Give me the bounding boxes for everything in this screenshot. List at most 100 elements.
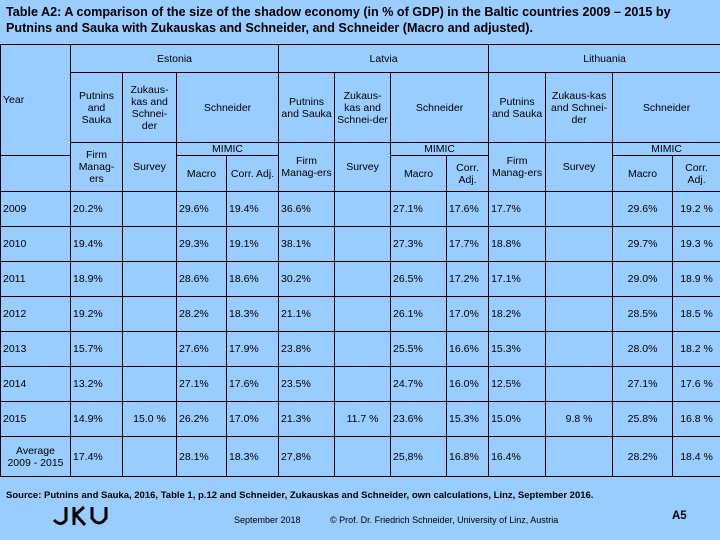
value-cell [334, 191, 392, 227]
value-cell: 26.5% [390, 261, 448, 297]
value-cell: 18.9 % [672, 261, 720, 297]
value-cell [334, 226, 392, 262]
value-cell: 15.3% [488, 331, 547, 367]
country-header-lithuania: Lithuania [488, 44, 720, 73]
latvia-zukauskas-header: Zukaus-kas and Schnei-der [334, 72, 392, 143]
value-cell: 17.7% [446, 226, 490, 262]
value-cell: 15.0 % [122, 401, 177, 437]
value-cell: 18.9% [70, 261, 123, 297]
estonia-corr-adj-header: Corr. Adj. [225, 155, 280, 192]
value-cell [545, 331, 614, 367]
value-cell: 17.4% [70, 436, 123, 477]
value-cell: 26.1% [390, 296, 448, 332]
value-cell [545, 296, 614, 332]
value-cell: 23.6% [390, 401, 448, 437]
estonia-survey-header: Survey [122, 142, 177, 192]
value-cell: 19.2 % [672, 191, 720, 227]
lithuania-macro-header: Macro [612, 155, 674, 192]
value-cell: 21.1% [278, 296, 336, 332]
value-cell: 29.6% [176, 191, 227, 227]
value-cell [545, 191, 614, 227]
value-cell: 17.6 % [672, 366, 720, 402]
value-cell: 23.5% [278, 366, 336, 402]
table-title: Table A2: A comparison of the size of th… [6, 5, 671, 35]
value-cell: 11.7 % [334, 401, 392, 437]
value-cell: 13.2% [70, 366, 123, 402]
footer-date: September 2018 [234, 515, 301, 525]
table-row: Average 2009 - 2015 17.4% 28.1% 18.3% 27,8% 2… [0, 436, 720, 477]
value-cell: 25,8% [390, 436, 448, 477]
method-header-row: Putnins and Sauka Zukaus-kas and Schnei-… [1, 72, 720, 143]
value-cell: 16.8% [446, 436, 490, 477]
value-cell: 28.6% [176, 261, 227, 297]
table-row: 2012 19.2% 28.2% 18.3% 21.1% 26.1% 17.0% 18.2% 2… [0, 296, 720, 332]
lithuania-mimic-header: MIMIC [612, 142, 720, 156]
value-cell [122, 436, 177, 477]
value-cell: 18.3% [225, 436, 280, 477]
value-cell: 16.4% [488, 436, 547, 477]
value-cell: 18.3% [225, 296, 280, 332]
value-cell [122, 296, 177, 332]
value-cell: 23.8% [278, 331, 336, 367]
estonia-macro-header: Macro [176, 155, 227, 192]
value-cell: 25.5% [390, 331, 448, 367]
value-cell: 17.6% [225, 366, 280, 402]
value-cell: 18.8% [488, 226, 547, 262]
lithuania-survey-header: Survey [545, 142, 614, 192]
year-cell: Average 2009 - 2015 [0, 436, 71, 477]
estonia-zukauskas-header: Zukaus-kas and Schnei-der [122, 72, 177, 143]
year-cell: 2011 [0, 261, 71, 297]
value-cell [334, 261, 392, 297]
value-cell [545, 366, 614, 402]
value-cell: 18.6% [225, 261, 280, 297]
country-header-estonia: Estonia [69, 44, 280, 73]
value-cell: 17.7% [488, 191, 547, 227]
lithuania-zukauskas-header: Zukaus-kas and Schnei-der [545, 72, 614, 143]
footer: September 2018 © Prof. Dr. Friedrich Sch… [0, 504, 720, 540]
value-cell: 25.8% [612, 401, 674, 437]
footer-author: © Prof. Dr. Friedrich Schneider, Univers… [330, 515, 559, 525]
estonia-putnins-header: Putnins and Sauka [70, 72, 123, 143]
value-cell: 29.0% [612, 261, 674, 297]
value-cell: 17.1% [488, 261, 547, 297]
value-cell: 19.4% [225, 191, 280, 227]
jku-logo-icon [52, 505, 108, 527]
value-cell: 19.1% [225, 226, 280, 262]
value-cell: 19.2% [70, 296, 123, 332]
year-cell: 2012 [0, 296, 71, 332]
estonia-mimic-header: MIMIC [175, 142, 280, 156]
lithuania-schneider-header: Schneider [612, 72, 720, 143]
value-cell: 27,8% [278, 436, 336, 477]
value-cell: 17.0% [446, 296, 490, 332]
value-cell [545, 261, 614, 297]
value-cell: 21.3% [278, 401, 336, 437]
value-cell: 16.6% [446, 331, 490, 367]
estonia-firm-managers-header: Firm Manag-ers [70, 142, 123, 192]
value-cell: 17.6% [446, 191, 490, 227]
value-cell: 14.9% [70, 401, 123, 437]
page-number: A5 [672, 510, 687, 522]
value-cell [122, 191, 177, 227]
value-cell [545, 226, 614, 262]
year-cell: 2014 [0, 366, 71, 402]
value-cell: 27.1% [176, 366, 227, 402]
value-cell: 12.5% [488, 366, 547, 402]
mimic-header-row: Firm Manag-ers Survey MIMIC Firm Manag-e… [1, 142, 720, 192]
value-cell: 28.2% [176, 296, 227, 332]
year-cell: 2010 [0, 226, 71, 262]
lithuania-putnins-header: Putnins and Sauka [488, 72, 547, 143]
value-cell: 29.3% [176, 226, 227, 262]
table-row: 2011 18.9% 28.6% 18.6% 30.2% 26.5% 17.2% 17.1% 2… [0, 261, 720, 297]
value-cell: 28.2% [612, 436, 674, 477]
lithuania-corr-adj-header: Corr. Adj. [672, 155, 720, 192]
value-cell: 18.4 % [672, 436, 720, 477]
value-cell: 30.2% [278, 261, 336, 297]
shadow-economy-table: Year Estonia Latvia Lithuania Putnins an… [0, 44, 720, 477]
country-header-row: Year Estonia Latvia Lithuania [0, 44, 720, 156]
value-cell: 27.1% [612, 366, 674, 402]
year-cell: 2013 [0, 331, 71, 367]
value-cell [545, 436, 614, 477]
value-cell: 17.9% [225, 331, 280, 367]
year-header: Year [0, 44, 71, 156]
value-cell: 17.2% [446, 261, 490, 297]
